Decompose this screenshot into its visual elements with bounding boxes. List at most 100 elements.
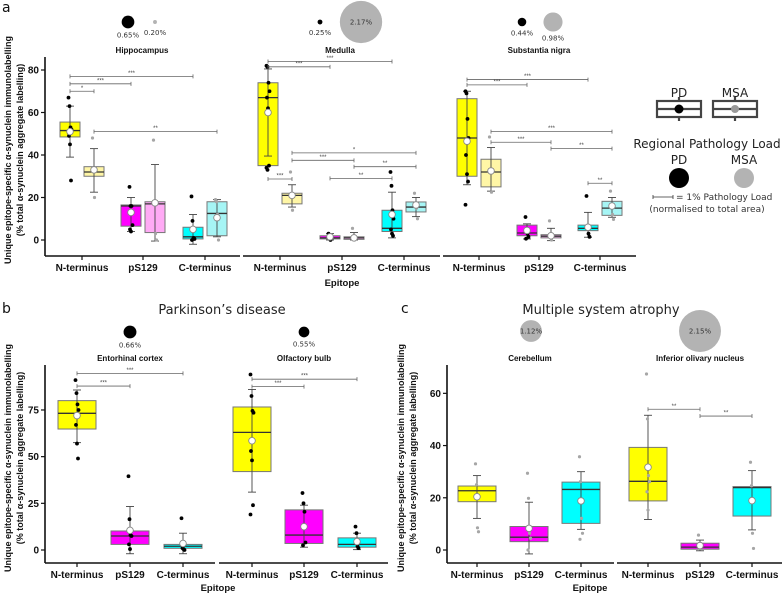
data-point	[748, 460, 753, 464]
data-point	[300, 491, 305, 495]
data-point	[464, 91, 469, 96]
data-point	[128, 547, 132, 551]
data-point	[301, 543, 305, 548]
x-tick-label: C-terminus	[179, 263, 232, 274]
x-tick-label: pS129	[289, 570, 319, 581]
data-point	[129, 534, 134, 538]
data-point	[130, 223, 135, 228]
significance-label: ***	[100, 381, 108, 387]
data-point	[645, 490, 649, 494]
mean-marker	[644, 463, 652, 471]
mean-marker	[189, 225, 197, 234]
pathology-load-bubble	[679, 310, 721, 352]
significance-bracket: ***	[251, 381, 305, 389]
box-ps129-msa	[680, 533, 720, 552]
significance-bracket: ***	[267, 61, 331, 69]
data-point	[74, 391, 79, 396]
y-tick-label: 80	[28, 66, 40, 77]
significance-label: ***	[326, 56, 334, 62]
box-n-terminus-msa	[480, 135, 502, 194]
x-axis-label: Epitope	[201, 583, 236, 594]
facet-substantia-nigra: N-terminus pS129 C-terminus Substantia nigr…	[443, 12, 636, 274]
panel-letter: b	[2, 301, 11, 317]
x-tick-label: N-terminus	[56, 263, 109, 274]
data-point	[584, 194, 589, 198]
legend: PD MSA Regional Pathology Load PD MSA = …	[633, 86, 780, 215]
box-n-terminus-pd	[257, 63, 279, 172]
data-point	[645, 417, 650, 421]
y-axis-label: Unique epitope-specific α-synuclein immu…	[3, 344, 13, 572]
data-point	[608, 189, 613, 193]
legend-scale-text: = 1% Pathology Load	[676, 193, 772, 203]
data-point	[266, 80, 271, 85]
y-tick-label: 50	[28, 452, 40, 463]
data-point	[90, 136, 95, 140]
data-point	[251, 410, 256, 415]
facet-title: Entorhinal cortex	[97, 354, 163, 363]
y-tick-label: 60	[28, 108, 40, 119]
data-point	[354, 531, 359, 536]
x-tick-label: N-terminus	[226, 570, 279, 581]
x-tick-label: pS129	[115, 570, 145, 581]
box-ps129-pd	[319, 231, 341, 242]
mean-marker	[353, 537, 361, 546]
significance-label: ***	[97, 78, 105, 84]
x-tick-label: pS129	[514, 570, 544, 581]
panel-title: Multiple system atrophy	[522, 303, 679, 318]
significance-bracket: **	[93, 126, 218, 134]
mean-marker	[473, 492, 481, 501]
significance-label: *	[81, 86, 84, 92]
pathology-load-bubble	[339, 0, 383, 44]
box-n-terminus-msa	[83, 136, 105, 200]
x-tick-label: C-terminus	[157, 570, 210, 581]
box-c-terminus-msa	[206, 198, 228, 242]
significance-bracket: ***	[267, 174, 293, 182]
data-point	[353, 524, 358, 529]
data-point	[214, 200, 219, 204]
box-n-terminus-msa	[281, 170, 303, 212]
significance-label: ***	[493, 79, 501, 85]
facet-title: Olfactory bulb	[277, 354, 331, 363]
facet-medulla: N-terminus pS129 C-terminus Medulla 0.25% 2.1…	[243, 0, 440, 274]
panel-c: c Multiple system atrophy 0 20 40 60 Unique ep…	[396, 301, 782, 594]
data-point	[646, 508, 650, 512]
y-tick-label: 40	[28, 151, 40, 162]
data-point	[547, 219, 552, 223]
data-point	[267, 89, 272, 94]
x-tick-label: N-terminus	[254, 263, 307, 274]
data-point	[489, 190, 494, 194]
data-point	[69, 178, 73, 183]
mean-marker	[66, 127, 74, 136]
data-point	[249, 394, 254, 398]
significance-bracket: ***	[291, 155, 355, 163]
data-point	[466, 179, 470, 184]
data-point	[265, 95, 269, 100]
mean-marker	[248, 437, 256, 445]
data-point	[251, 503, 255, 508]
pathology-load-bubble	[298, 326, 310, 338]
significance-bracket: ***	[267, 56, 393, 64]
data-point	[415, 217, 420, 221]
mean-marker	[547, 231, 555, 240]
data-point	[524, 236, 528, 241]
pathology-load-label: 0.65%	[117, 31, 140, 39]
data-point	[463, 202, 468, 207]
mean-marker	[127, 208, 135, 217]
x-axis-label: Epitope	[325, 278, 360, 289]
legend-box-pd-icon	[655, 97, 703, 121]
data-point	[611, 217, 616, 221]
significance-bracket: ***	[466, 79, 528, 87]
data-point	[129, 204, 134, 208]
mean-marker	[412, 201, 420, 209]
box-c-terminus-msa	[732, 460, 772, 551]
mean-marker	[151, 199, 159, 207]
y-axis-label-sub: (% total α-synuclein aggregate labelling…	[15, 64, 25, 237]
box-ps129-pd	[284, 491, 324, 548]
significance-label: ***	[126, 368, 134, 374]
x-tick-label: pS129	[128, 263, 158, 274]
data-point	[127, 542, 131, 547]
box-ps129-msa	[343, 226, 365, 242]
data-point	[525, 471, 530, 475]
legend-box-label-msa: MSA	[722, 86, 749, 100]
